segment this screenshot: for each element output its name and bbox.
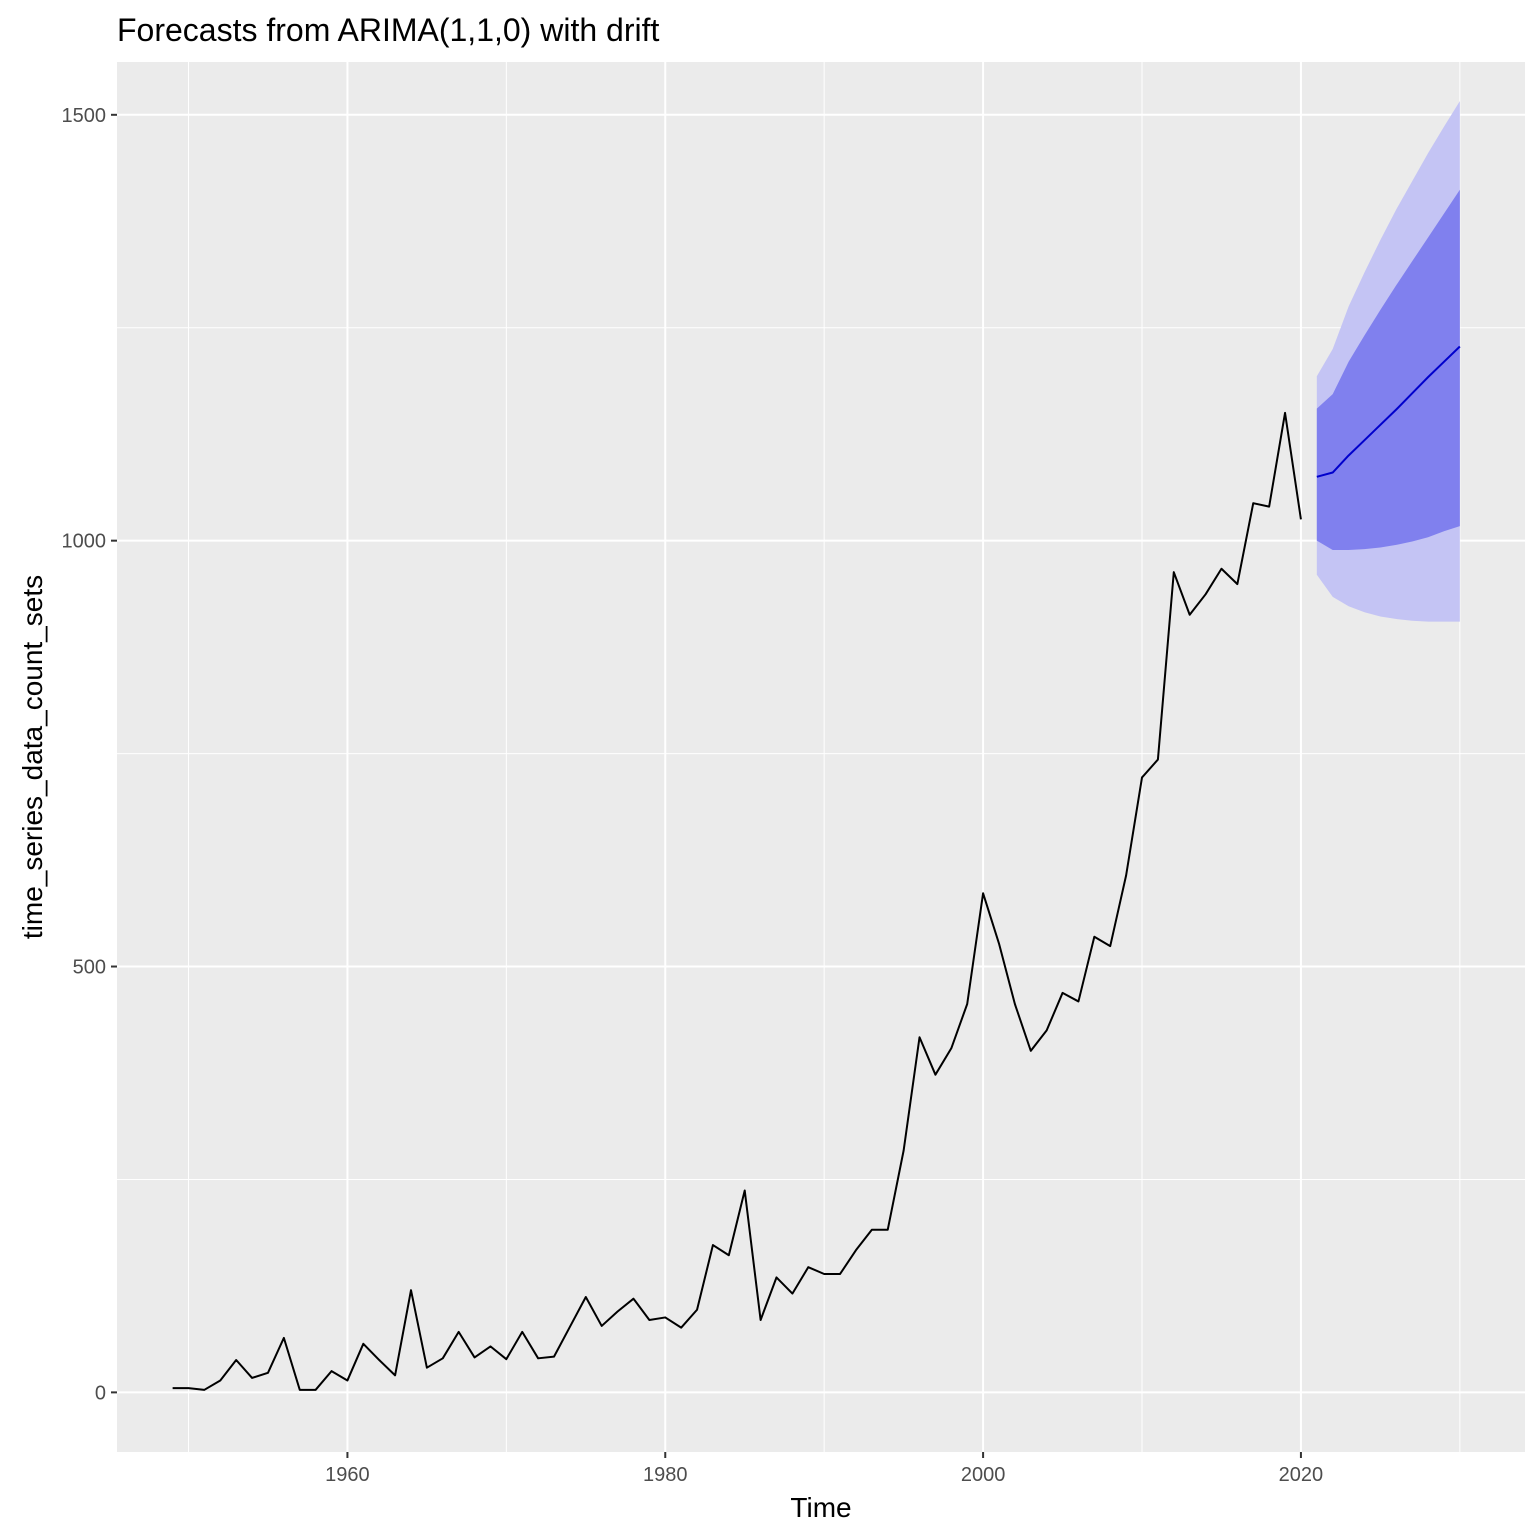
y-tick-label: 1000: [62, 531, 107, 553]
x-tick-label: 2000: [961, 1464, 1006, 1486]
y-tick-label: 500: [73, 957, 106, 979]
band-80: [1316, 189, 1460, 551]
y-axis-ticks: 0 500 1000 1500: [62, 105, 117, 1404]
x-tick-label: 2020: [1279, 1464, 1324, 1486]
y-tick-label: 1500: [62, 105, 107, 127]
y-tick-label: 0: [95, 1382, 106, 1404]
x-tick-label: 1960: [325, 1464, 370, 1486]
y-axis-title: time_series_data_count_sets: [17, 575, 48, 939]
x-axis-ticks: 1960 1980 2000 2020: [325, 1452, 1323, 1486]
grid-major: [117, 62, 1525, 1452]
panel-background: [117, 62, 1525, 1452]
x-axis-title: Time: [790, 1492, 851, 1523]
series-lines: [172, 345, 1461, 1391]
x-tick-label: 1980: [643, 1464, 688, 1486]
forecast-line: [1316, 345, 1461, 478]
chart-title: Forecasts from ARIMA(1,1,0) with drift: [117, 12, 659, 48]
prediction-intervals: [1316, 101, 1460, 622]
observed-line: [172, 411, 1302, 1391]
